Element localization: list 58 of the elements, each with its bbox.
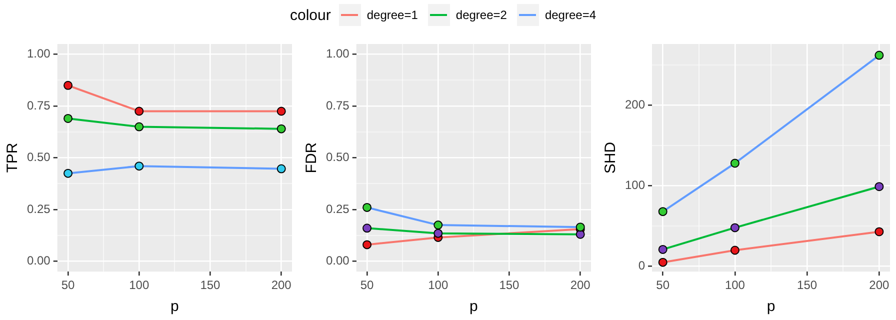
point <box>276 164 286 174</box>
x-tick-label: 100 <box>129 278 150 292</box>
point <box>134 162 144 171</box>
y-tick-label: 1.00 <box>26 46 51 61</box>
x-tick-label: 150 <box>797 278 818 292</box>
y-axis-title: SHD <box>602 142 620 174</box>
point <box>64 114 73 123</box>
x-tick-label: 50 <box>360 278 374 292</box>
point <box>362 202 372 212</box>
point <box>874 227 884 236</box>
point <box>730 223 740 232</box>
y-axis-title: FDR <box>303 142 320 174</box>
point <box>658 244 668 254</box>
x-tick-label: 50 <box>656 278 670 292</box>
x-axis-title: p <box>170 298 179 316</box>
x-tick-label: 150 <box>200 278 221 292</box>
point <box>362 240 372 250</box>
point <box>276 106 286 116</box>
y-tick-label: 0.00 <box>326 254 350 268</box>
point <box>64 168 73 178</box>
point <box>134 106 144 116</box>
x-tick-label: 150 <box>499 278 520 292</box>
point <box>362 224 372 233</box>
y-tick-label: 0.25 <box>326 202 350 216</box>
x-axis-title: p <box>766 298 776 316</box>
x-tick-label: 100 <box>428 278 448 292</box>
y-tick-label: 200 <box>624 98 646 112</box>
y-tick-label: 0.50 <box>26 150 51 164</box>
y-tick-label: 1.00 <box>326 46 350 61</box>
legend-label: degree=4 <box>544 8 596 22</box>
point <box>730 246 740 255</box>
point <box>276 124 286 134</box>
point <box>874 50 884 60</box>
point <box>730 158 740 168</box>
legend-label: degree=2 <box>456 8 507 22</box>
point <box>434 220 443 230</box>
x-tick-label: 200 <box>570 278 591 292</box>
y-tick-label: 100 <box>624 178 646 192</box>
point <box>64 80 73 90</box>
y-tick-label: 0.50 <box>326 150 350 164</box>
x-tick-label: 200 <box>869 278 890 292</box>
point <box>874 182 884 192</box>
legend-title: colour <box>290 6 331 24</box>
legend-label: degree=1 <box>366 8 418 22</box>
y-tick-label: 0.25 <box>26 202 51 216</box>
x-tick-label: 50 <box>61 278 76 292</box>
y-tick-label: 0.75 <box>326 98 350 112</box>
y-tick-label: 0 <box>638 258 646 273</box>
x-tick-label: 200 <box>271 278 292 292</box>
y-axis-title: TPR <box>4 142 22 173</box>
point <box>658 207 668 216</box>
x-tick-label: 100 <box>724 278 746 292</box>
y-tick-label: 0.00 <box>26 254 51 268</box>
point <box>134 122 144 132</box>
point <box>434 228 443 238</box>
point <box>658 258 668 267</box>
y-tick-label: 0.75 <box>26 98 51 112</box>
x-axis-title: p <box>470 298 478 316</box>
